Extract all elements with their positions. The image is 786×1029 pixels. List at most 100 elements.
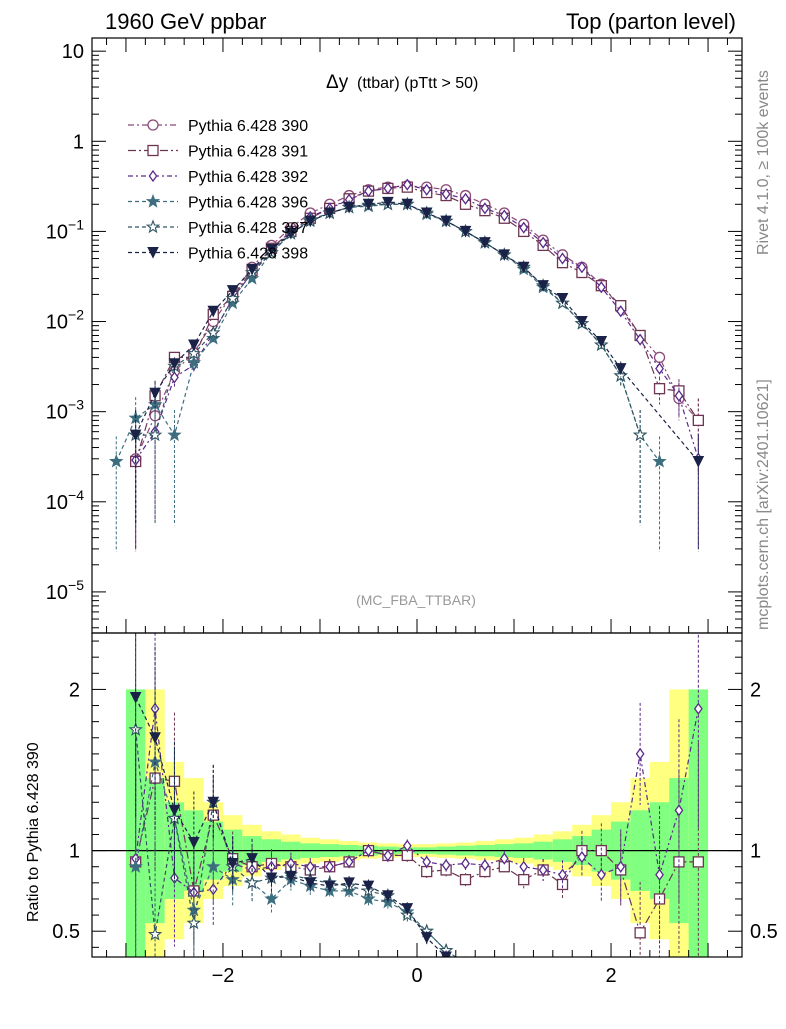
main-panel	[109, 178, 705, 552]
main-point	[517, 261, 530, 274]
main-point	[383, 182, 393, 195]
ratio-ytick-label-right: 0.5	[750, 921, 778, 943]
ratio-point	[459, 873, 472, 886]
ratio-ylabel: Ratio to Pythia 6.428 390	[25, 742, 42, 922]
ratio-point	[364, 844, 373, 857]
ratio-point	[246, 853, 258, 865]
ratio-ytick-label-right: 1	[750, 841, 761, 863]
ratio-point	[465, 955, 466, 957]
ratio-point	[304, 877, 317, 889]
ytick-label: 10−1	[46, 216, 84, 243]
main-point	[129, 429, 142, 442]
ratio-line-3	[135, 729, 447, 952]
ratio-point	[129, 691, 142, 704]
main-point	[207, 305, 220, 318]
plot-title-main: Δy	[326, 72, 349, 93]
ratio-point	[558, 868, 567, 881]
main-point	[480, 202, 490, 215]
main-point	[402, 178, 412, 191]
main-point	[188, 339, 200, 352]
ytick-label: 10−5	[46, 577, 84, 604]
ratio-point	[244, 875, 260, 889]
ytick-label: 10	[62, 41, 84, 63]
main-point	[479, 237, 491, 249]
main-point	[206, 325, 221, 339]
main-point	[635, 333, 645, 346]
ratio-point	[595, 844, 607, 857]
ratio-point	[693, 702, 703, 715]
ratio-point	[382, 890, 394, 902]
ratio-point	[147, 926, 163, 941]
legend-label-0: Pythia 6.428 390	[188, 118, 308, 135]
main-series-5	[129, 196, 705, 552]
ytick-label: 10−2	[46, 307, 84, 334]
xtick-label: 2	[605, 965, 616, 987]
main-point	[109, 453, 124, 468]
ratio-point	[226, 858, 239, 870]
ratio-point	[361, 891, 376, 906]
main-point	[558, 252, 567, 265]
main-point	[304, 215, 317, 228]
header-right: Top (parton level)	[566, 9, 736, 34]
main-point	[362, 198, 375, 211]
ratio-point	[383, 849, 393, 862]
main-point	[285, 227, 297, 240]
main-point	[692, 414, 704, 427]
ratio-point	[207, 796, 220, 809]
main-point	[653, 351, 666, 364]
main-point	[614, 363, 627, 375]
main-point	[652, 453, 667, 468]
legend-marker-0	[147, 119, 159, 131]
ratio-point	[635, 747, 645, 761]
main-point	[382, 196, 394, 209]
ratio-point	[422, 855, 432, 869]
ratio-point	[577, 850, 587, 864]
main-point	[538, 236, 548, 249]
legend-label-5: Pythia 6.428 398	[188, 246, 308, 263]
main-point	[616, 305, 626, 318]
main-point	[653, 383, 666, 395]
ratio-point	[674, 804, 684, 817]
ratio-point	[206, 859, 221, 873]
ytick-label: 10−3	[46, 397, 84, 424]
ratio-point	[323, 880, 336, 893]
ratio-point	[480, 859, 490, 872]
ytick-label: 1	[73, 131, 84, 153]
legend-label-3: Pythia 6.428 396	[188, 195, 308, 212]
ratio-point	[343, 877, 355, 889]
ratio-ytick-label: 1	[69, 841, 80, 863]
main-point	[343, 201, 355, 214]
main-point	[655, 362, 664, 375]
main-point	[170, 371, 179, 384]
main-point	[441, 187, 451, 201]
main-point	[537, 280, 549, 292]
ratio-point	[596, 868, 606, 881]
main-point	[167, 427, 182, 442]
ratio-point	[128, 859, 143, 873]
main-point	[226, 285, 239, 297]
legend-label-4: Pythia 6.428 397	[188, 220, 308, 237]
ratio-series-4	[129, 633, 452, 957]
ratio-point	[208, 883, 218, 896]
main-point	[498, 249, 511, 261]
ratio-point	[325, 860, 335, 873]
ratio-panel	[92, 633, 742, 957]
ratio-point	[538, 863, 548, 877]
legend-marker-5	[147, 247, 159, 259]
xtick-label: 0	[411, 965, 422, 987]
main-point	[265, 244, 278, 256]
ratio-point	[265, 872, 278, 885]
ratio-point	[188, 837, 200, 849]
main-point	[401, 198, 414, 211]
main-point	[149, 387, 161, 400]
main-point	[186, 346, 202, 360]
main-point	[168, 358, 181, 370]
ratio-line-4	[135, 697, 447, 957]
ratio-point	[362, 880, 375, 893]
ratio-point	[344, 855, 354, 869]
main-point	[632, 427, 648, 442]
ratio-point	[518, 873, 530, 886]
header-left: 1960 GeV ppbar	[105, 9, 266, 34]
